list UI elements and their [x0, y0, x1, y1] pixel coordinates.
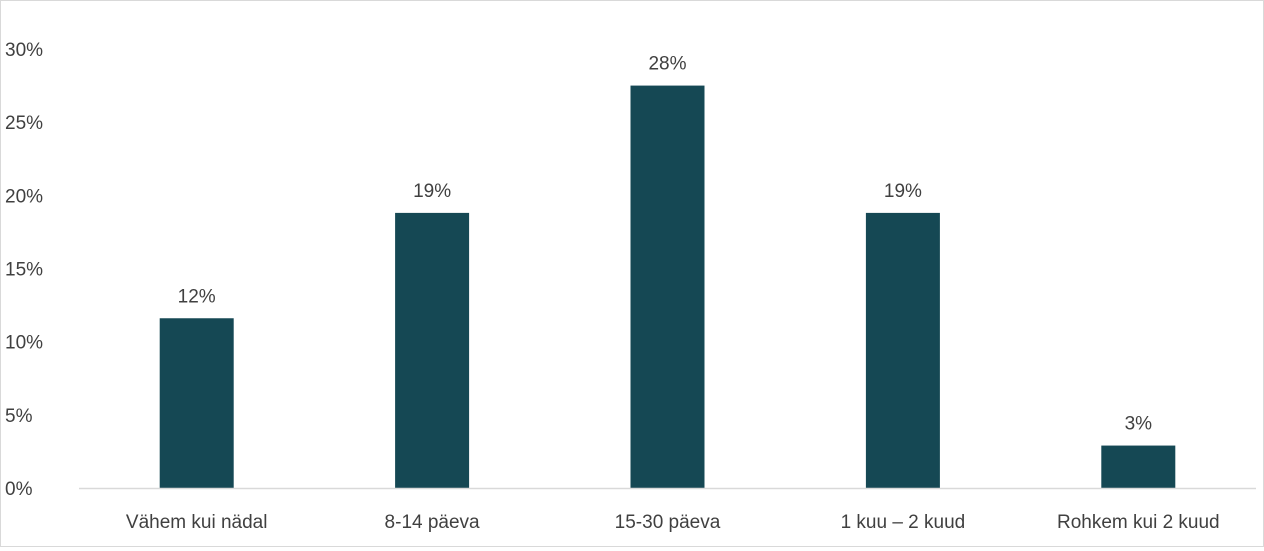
- x-axis-category-labels: Vähem kui nädal 8-14 päeva 15-30 päeva 1 ku…: [126, 512, 1220, 533]
- x-category-label: 1 kuu – 2 kuud: [841, 512, 966, 533]
- x-category-label: Rohkem kui 2 kuud: [1057, 512, 1220, 533]
- data-label: 3%: [1125, 414, 1153, 435]
- bar-series: [159, 85, 1176, 489]
- data-label: 19%: [884, 181, 922, 202]
- y-tick-label: 25%: [5, 113, 43, 134]
- data-label: 12%: [178, 286, 216, 307]
- y-tick-label: 20%: [5, 186, 43, 207]
- data-labels: 12% 19% 28% 19% 3%: [178, 54, 1152, 435]
- bar: [1101, 445, 1176, 488]
- y-tick-label: 30%: [5, 40, 43, 61]
- x-category-label: Vähem kui nädal: [126, 512, 268, 533]
- bar: [630, 85, 705, 488]
- y-tick-label: 0%: [5, 479, 33, 500]
- x-category-label: 8-14 päeva: [385, 512, 481, 533]
- data-label: 19%: [413, 181, 451, 202]
- y-axis-ticks: 0% 5% 10% 15% 20% 25% 30%: [5, 40, 43, 500]
- bar: [865, 212, 940, 489]
- y-tick-label: 5%: [5, 406, 33, 427]
- y-tick-label: 15%: [5, 260, 43, 281]
- bar: [159, 318, 234, 488]
- y-tick-label: 10%: [5, 333, 43, 354]
- x-category-label: 15-30 päeva: [615, 512, 721, 533]
- data-label: 28%: [648, 54, 686, 75]
- bar: [395, 212, 470, 489]
